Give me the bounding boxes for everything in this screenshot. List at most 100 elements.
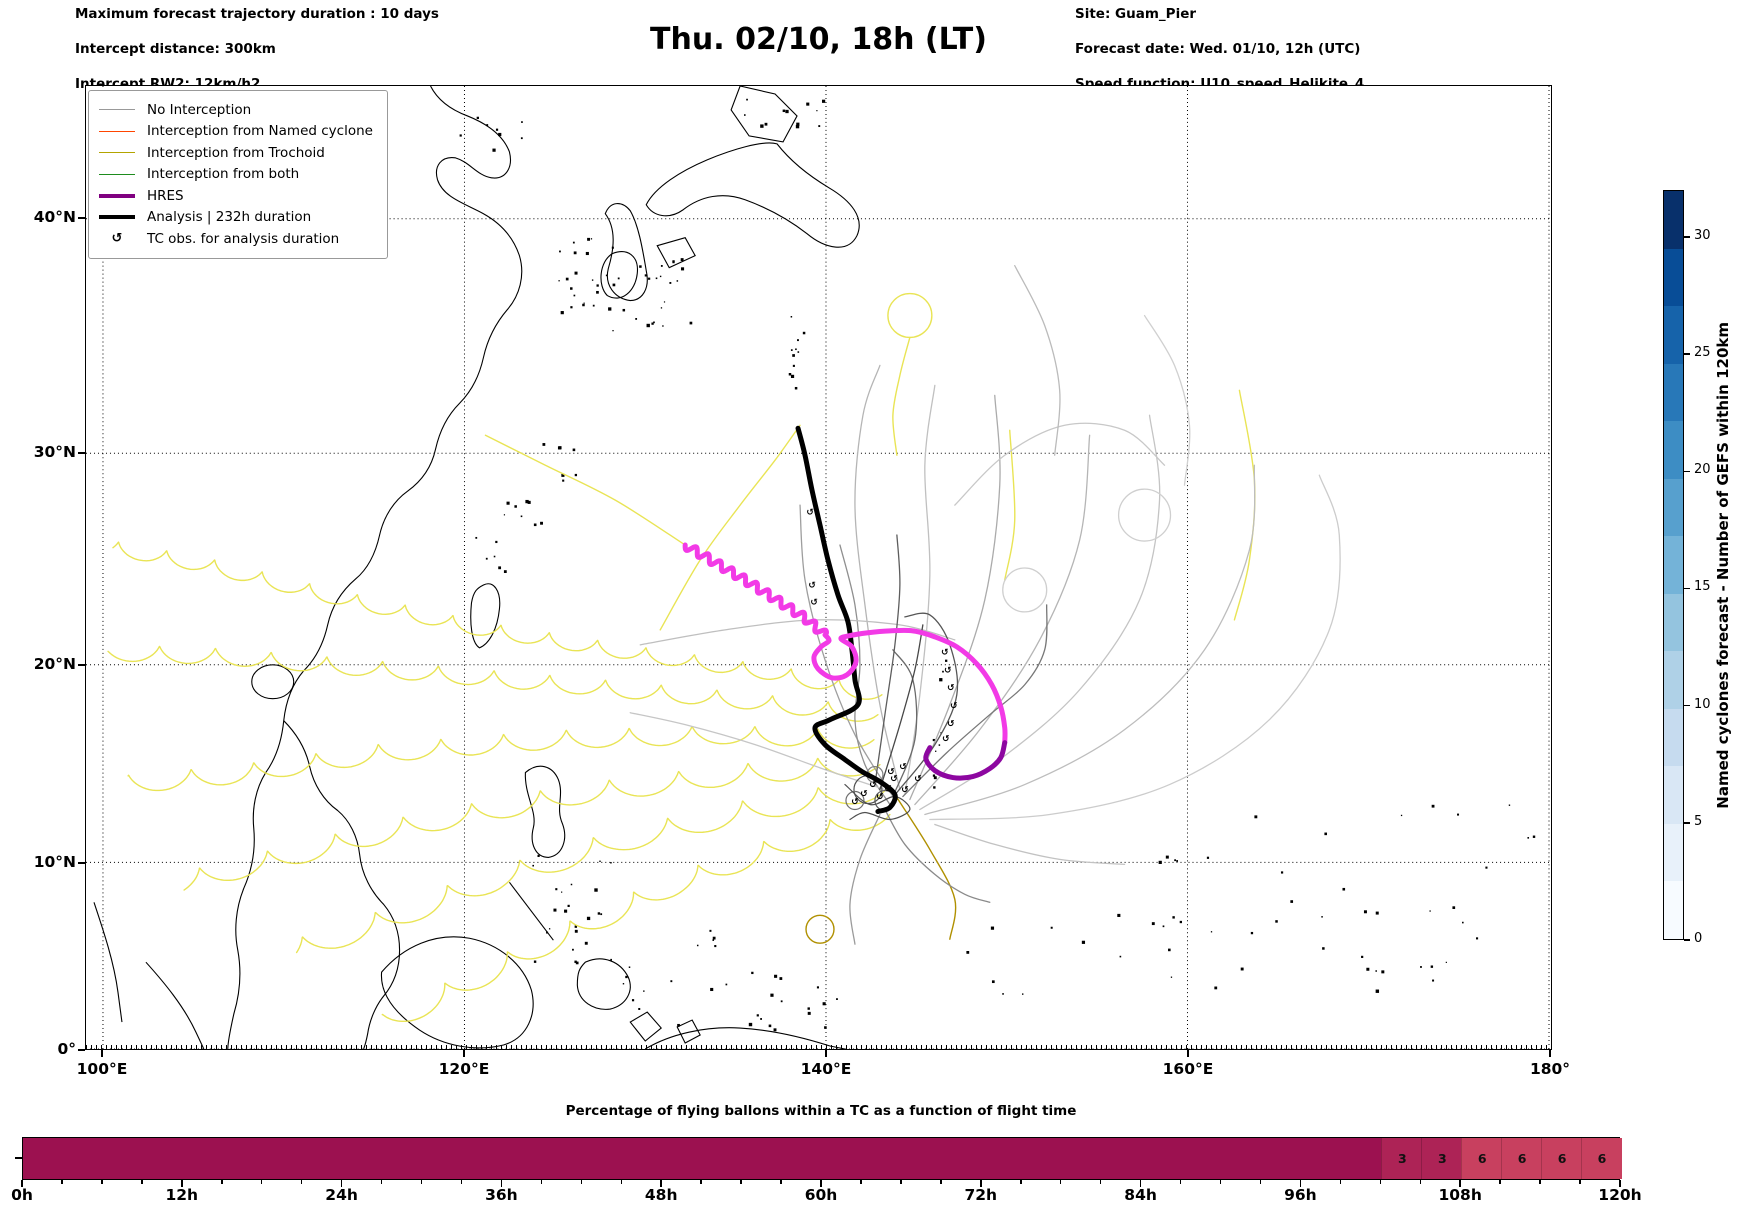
strip-tick-27h: [380, 1180, 383, 1184]
gray-track: [914, 434, 1091, 806]
tc-obs-icon: ↺: [808, 581, 816, 591]
colorbar-band-4: [1664, 651, 1683, 709]
colorbar-band-7: [1664, 478, 1683, 537]
trochoid: [183, 757, 881, 891]
tc-obs-icon: ↺: [890, 775, 898, 785]
gray-track: [879, 624, 924, 791]
strip-tick-108h: [1459, 1180, 1461, 1187]
strip-tick-72h: [980, 1180, 982, 1187]
strip-tick-57h: [780, 1180, 782, 1184]
colorbar-tick-0: [1684, 939, 1690, 941]
colorbar-tick-10: [1684, 704, 1690, 707]
minor-ticks-strip: [86, 1045, 1551, 1049]
colorbar-label: Named cyclones forecast - Number of GEFS…: [1714, 321, 1732, 809]
gray-track: [1014, 264, 1061, 456]
x-tick-4: [1549, 1050, 1551, 1057]
colorbar-tick-5: [1684, 822, 1690, 824]
figure-title: Thu. 02/10, 18h (LT): [650, 22, 987, 57]
legend-label-1: Interception from Named cyclone: [147, 123, 373, 140]
legend-swatch-2: [99, 152, 135, 154]
strip-tick-33h: [460, 1180, 463, 1184]
legend-item-6: ↺ TC obs. for analysis duration: [99, 228, 373, 250]
colorbar-tick-20: [1684, 470, 1690, 472]
strip-segment-4: 6: [1501, 1138, 1543, 1179]
strip-tick-105h: [1419, 1180, 1421, 1184]
y-tick-label-4: 0°: [57, 1040, 76, 1058]
strip-tick-21h: [300, 1180, 303, 1184]
legend-item-2: Interception from Trochoid: [99, 142, 373, 164]
trochoid: [127, 725, 875, 792]
strip-tick-6h: [101, 1180, 103, 1184]
colorbar-band-5: [1664, 593, 1683, 652]
hres-main: [811, 627, 1008, 746]
forecast-date-text: Forecast date: Wed. 01/10, 12h (UTC): [1075, 41, 1361, 57]
tc-obs-icon: ↺: [876, 793, 884, 803]
colorbar-band-1: [1664, 823, 1683, 882]
trochoid-smooth: [484, 434, 686, 546]
y-tick-label-1: 30°N: [33, 443, 76, 461]
tc-obs-icon: ↺: [887, 768, 895, 778]
trochoid-smooth: [1004, 429, 1016, 581]
strip-tick-111h: [1499, 1180, 1501, 1184]
legend-swatch-3: [99, 173, 135, 175]
y-tick-1: [78, 452, 85, 454]
strip-tick-36h: [500, 1180, 503, 1187]
strip-tick-label-6: 72h: [964, 1186, 998, 1204]
trochoid: [295, 787, 887, 954]
legend-item-1: Interception from Named cyclone: [99, 121, 373, 143]
colorbar-band-0: [1664, 881, 1683, 939]
trochoid-smooth: [659, 424, 801, 631]
colorbar-tick-label-15: 15: [1694, 579, 1711, 595]
legend-item-5: Analysis | 232h duration: [99, 207, 373, 229]
strip-tick-120h: [1619, 1180, 1621, 1187]
y-tick-3: [78, 862, 85, 864]
tc-obs-icon: ↺: [860, 790, 868, 800]
trochoid: [107, 645, 879, 722]
strip-tick-label-8: 96h: [1284, 1186, 1317, 1204]
legend-label-0: No Interception: [147, 101, 252, 118]
strip-tick-93h: [1259, 1180, 1262, 1184]
tc-obs-icon: ↺: [950, 702, 958, 712]
colorbar-tick-label-0: 0: [1694, 931, 1703, 946]
x-tick-label-0: 100°E: [76, 1060, 128, 1078]
legend-item-0: No Interception: [99, 99, 373, 121]
hres-wiggle: [682, 542, 829, 636]
colorbar-band-8: [1664, 421, 1683, 479]
tc-obs-icon: ↺: [869, 781, 877, 791]
strip-segment-1: 3: [1381, 1138, 1423, 1179]
strip-tick-label-9: 108h: [1438, 1186, 1482, 1204]
x-tick-2: [825, 1050, 827, 1057]
legend-tc-obs-icon: ↺: [111, 231, 123, 247]
strip-tick-0h: [21, 1180, 23, 1187]
legend-swatch-0: [99, 109, 135, 111]
colorbar-band-10: [1664, 306, 1683, 364]
colorbar-tick-label-30: 30: [1694, 227, 1711, 243]
trochoid-loop: [805, 914, 835, 944]
trochoid: [112, 541, 883, 700]
legend-label-4: HRES: [147, 187, 184, 204]
gray-loop: [1117, 488, 1172, 542]
strip-y-tick: [15, 1157, 22, 1159]
tc-obs-icon: ↺: [810, 598, 818, 608]
strip-tick-label-1: 12h: [165, 1186, 199, 1204]
site-text: Site: Guam_Pier: [1075, 6, 1197, 22]
strip-tick-18h: [260, 1180, 263, 1184]
hres-end: [923, 740, 1008, 781]
strip-tick-78h: [1059, 1180, 1062, 1184]
tc-obs-icon: ↺: [941, 648, 949, 658]
gray-track: [909, 394, 1001, 801]
strip-tick-label-7: 84h: [1124, 1186, 1157, 1204]
max-duration-text: Maximum forecast trajectory duration : 1…: [75, 6, 439, 22]
tc-obs-icon: ↺: [942, 735, 950, 745]
colorbar-band-11: [1664, 248, 1683, 307]
x-tick-3: [1187, 1050, 1189, 1057]
gray-track: [892, 649, 918, 798]
trochoid: [381, 813, 891, 1023]
y-tick-label-0: 40°N: [33, 208, 76, 226]
colorbar-tick-label-5: 5: [1694, 813, 1703, 829]
strip-tick-label-5: 60h: [804, 1186, 838, 1204]
tc-obs-icon: ↺: [901, 786, 909, 796]
trajectory-layer: [107, 264, 1341, 1023]
x-tick-label-2: 140°E: [800, 1060, 852, 1078]
